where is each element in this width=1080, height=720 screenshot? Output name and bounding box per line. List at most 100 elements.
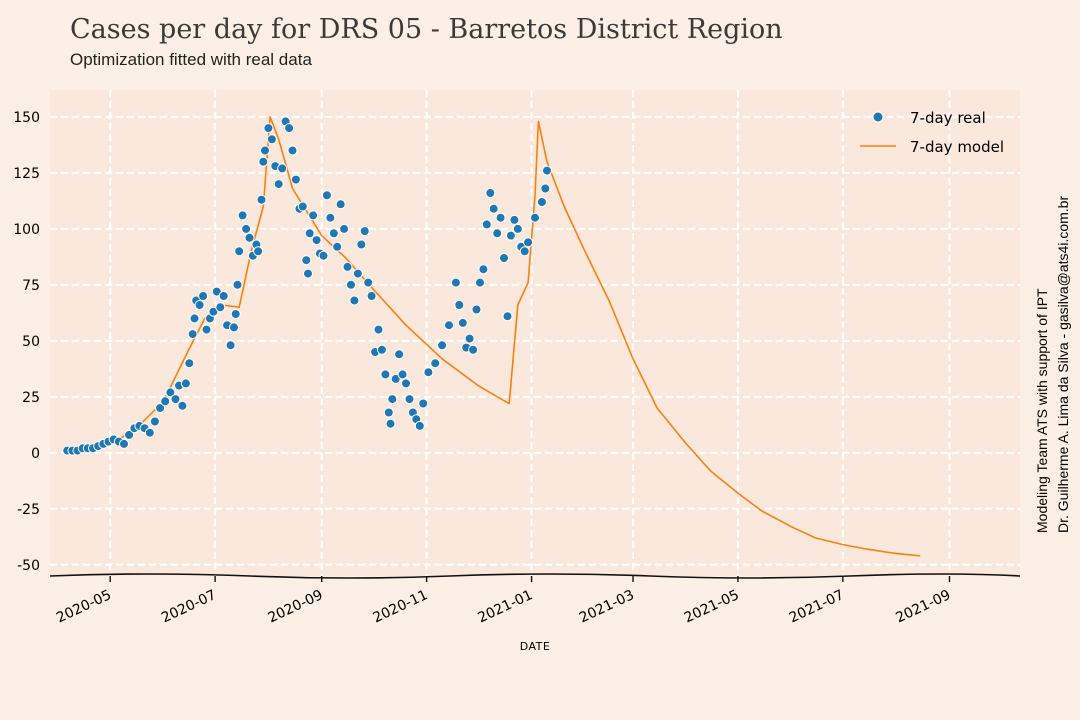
real-point bbox=[119, 438, 129, 449]
y-tick-label: 125 bbox=[13, 166, 40, 182]
real-point bbox=[475, 277, 485, 288]
real-point bbox=[478, 264, 489, 275]
y-tick-label: 100 bbox=[13, 222, 40, 238]
y-tick-label: 25 bbox=[22, 390, 40, 406]
real-point bbox=[418, 398, 429, 409]
real-point bbox=[481, 219, 492, 230]
real-point bbox=[485, 188, 496, 198]
real-point bbox=[297, 201, 308, 212]
real-point bbox=[177, 400, 188, 411]
real-point bbox=[287, 145, 298, 156]
real-point bbox=[208, 306, 219, 317]
real-point bbox=[457, 317, 468, 328]
real-point bbox=[376, 344, 387, 355]
x-tick-label: 2021-09 bbox=[893, 587, 953, 626]
real-point bbox=[509, 214, 520, 225]
real-point bbox=[495, 212, 506, 223]
real-point bbox=[229, 322, 239, 333]
x-tick-label: 2020-11 bbox=[371, 587, 431, 626]
real-point bbox=[325, 212, 336, 223]
real-point bbox=[530, 212, 540, 223]
real-point bbox=[342, 261, 353, 272]
plot-area bbox=[50, 90, 1020, 576]
real-point bbox=[430, 358, 441, 369]
real-point bbox=[404, 394, 415, 405]
real-point bbox=[488, 203, 499, 214]
real-point bbox=[194, 300, 205, 310]
real-point bbox=[394, 349, 405, 360]
y-tick-label: -50 bbox=[17, 558, 40, 574]
real-point bbox=[349, 295, 360, 306]
real-point bbox=[414, 420, 425, 431]
credit-line-1: Modeling Team ATS with support of IPT bbox=[1034, 288, 1050, 533]
real-point bbox=[211, 286, 222, 297]
real-point bbox=[318, 250, 329, 261]
x-tick-label: 2020-07 bbox=[159, 587, 219, 626]
real-point bbox=[124, 429, 135, 440]
real-point bbox=[215, 302, 226, 313]
real-point bbox=[266, 134, 277, 145]
real-point bbox=[304, 228, 315, 239]
legend: 7-day real 7-day model bbox=[860, 109, 1004, 156]
real-point bbox=[380, 369, 391, 380]
real-point bbox=[165, 387, 176, 398]
real-point bbox=[352, 268, 363, 279]
real-point bbox=[187, 329, 198, 340]
real-point bbox=[390, 373, 401, 384]
real-point bbox=[301, 255, 312, 266]
real-point bbox=[356, 239, 367, 250]
real-point bbox=[189, 313, 200, 324]
real-point bbox=[363, 277, 374, 288]
real-point bbox=[160, 396, 171, 407]
real-point bbox=[144, 427, 155, 438]
real-point bbox=[373, 324, 384, 335]
real-point bbox=[253, 246, 264, 257]
real-point bbox=[359, 226, 370, 237]
real-point bbox=[512, 223, 523, 234]
real-point bbox=[277, 163, 288, 174]
y-tick-label: 0 bbox=[31, 446, 40, 462]
real-point bbox=[284, 123, 295, 134]
real-point bbox=[198, 291, 209, 301]
real-point bbox=[328, 228, 339, 239]
real-point bbox=[423, 367, 434, 378]
x-axis-line bbox=[49, 573, 1021, 579]
real-point bbox=[444, 320, 454, 331]
real-point bbox=[523, 237, 534, 248]
real-point bbox=[385, 418, 396, 429]
legend-real-label: 7-day real bbox=[910, 109, 986, 127]
real-point bbox=[499, 253, 509, 263]
real-point bbox=[401, 378, 411, 389]
real-point bbox=[201, 324, 212, 335]
real-point bbox=[256, 194, 267, 205]
real-point bbox=[241, 223, 252, 234]
real-point bbox=[225, 340, 236, 351]
real-series bbox=[62, 116, 552, 456]
real-point bbox=[308, 210, 319, 221]
real-point bbox=[290, 174, 301, 185]
real-point bbox=[437, 340, 448, 351]
x-tick-label: 2020-05 bbox=[54, 587, 114, 626]
x-tick-label: 2020-09 bbox=[266, 587, 326, 626]
real-point bbox=[366, 291, 377, 301]
real-point bbox=[397, 369, 408, 380]
y-tick-label: 75 bbox=[22, 278, 40, 294]
real-point bbox=[339, 223, 350, 234]
real-point bbox=[321, 190, 332, 201]
real-point bbox=[234, 246, 245, 257]
real-point bbox=[244, 232, 255, 243]
real-point bbox=[273, 179, 284, 190]
legend-real-marker bbox=[872, 111, 884, 123]
real-point bbox=[237, 210, 248, 221]
real-point bbox=[260, 145, 270, 156]
real-point bbox=[230, 309, 241, 319]
x-tick-label: 2021-07 bbox=[787, 587, 847, 626]
x-tick-label: 2021-03 bbox=[577, 587, 637, 626]
x-axis-label: DATE bbox=[520, 640, 551, 653]
real-point bbox=[464, 333, 475, 344]
real-point bbox=[502, 311, 513, 322]
real-point bbox=[542, 165, 552, 176]
real-point bbox=[263, 123, 274, 134]
real-point bbox=[180, 378, 191, 389]
real-point bbox=[492, 228, 503, 239]
